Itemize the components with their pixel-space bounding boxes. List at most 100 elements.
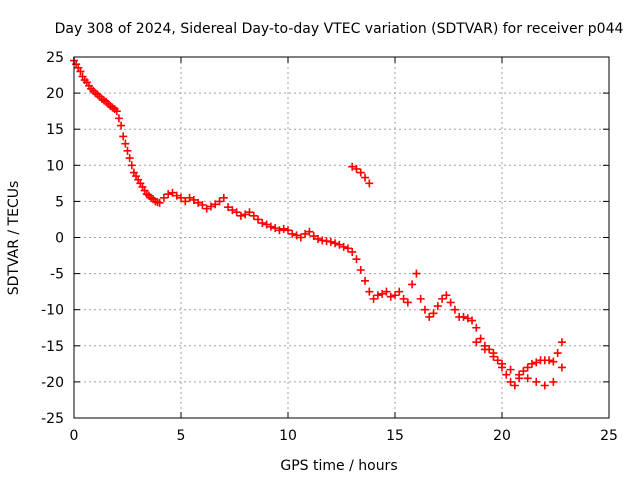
data-point bbox=[476, 334, 485, 343]
data-point bbox=[557, 338, 566, 347]
data-point bbox=[502, 370, 511, 379]
data-point bbox=[356, 168, 365, 177]
y-tick-label: -10 bbox=[41, 303, 64, 319]
data-point bbox=[292, 231, 301, 240]
data-point bbox=[335, 240, 344, 249]
data-point bbox=[215, 197, 224, 206]
data-point bbox=[249, 211, 258, 220]
data-point bbox=[343, 244, 352, 253]
data-point bbox=[468, 316, 477, 325]
axis-layer: 0 5 10 15 20 25 -25 -20 -15 -10 -5 0 5 10 15 20 25 bbox=[41, 50, 618, 444]
data-point bbox=[361, 276, 370, 285]
y-axis-label: SDTVAR / TECUs bbox=[6, 181, 22, 296]
data-point bbox=[442, 291, 451, 300]
data-point bbox=[125, 154, 134, 163]
x-axis-label: GPS time / hours bbox=[280, 458, 397, 474]
data-point bbox=[198, 201, 207, 210]
data-point bbox=[119, 132, 128, 141]
data-point bbox=[121, 139, 130, 148]
y-tick-label: 10 bbox=[46, 158, 64, 174]
data-point bbox=[450, 305, 459, 314]
data-point bbox=[391, 291, 399, 300]
data-point bbox=[185, 193, 194, 202]
data-point bbox=[425, 312, 434, 321]
data-point bbox=[463, 314, 472, 323]
data-point bbox=[356, 265, 365, 274]
data-point bbox=[177, 193, 185, 202]
data-point bbox=[532, 377, 541, 386]
y-tick-label: 15 bbox=[46, 122, 64, 138]
data-point bbox=[472, 323, 481, 332]
data-point bbox=[420, 305, 429, 314]
data-point bbox=[275, 226, 284, 235]
data-point bbox=[382, 287, 391, 296]
data-point bbox=[348, 247, 357, 256]
data-point bbox=[498, 359, 506, 368]
data-point bbox=[76, 67, 85, 76]
data-point bbox=[549, 357, 558, 366]
x-tick-label: 0 bbox=[70, 428, 79, 444]
series-3 bbox=[348, 162, 374, 188]
data-point bbox=[236, 211, 245, 220]
data-point bbox=[399, 294, 408, 303]
x-tick-label: 10 bbox=[279, 428, 297, 444]
data-point bbox=[438, 294, 447, 303]
data-point bbox=[114, 114, 123, 123]
data-point bbox=[506, 377, 515, 386]
data-point bbox=[532, 358, 541, 367]
data-point bbox=[489, 352, 498, 361]
data-point bbox=[194, 198, 203, 207]
data-point bbox=[339, 242, 348, 251]
data-point bbox=[112, 107, 121, 116]
data-point bbox=[309, 232, 318, 241]
data-point bbox=[296, 233, 305, 242]
data-point bbox=[258, 219, 267, 228]
data-point bbox=[352, 255, 361, 264]
data-point bbox=[459, 312, 468, 321]
series-2 bbox=[472, 338, 566, 390]
data-point bbox=[540, 381, 549, 390]
data-point bbox=[472, 338, 481, 347]
data-point bbox=[284, 226, 292, 235]
data-point bbox=[429, 309, 438, 318]
data-point bbox=[395, 287, 404, 296]
data-point bbox=[271, 224, 280, 233]
data-point bbox=[219, 193, 228, 202]
data-point bbox=[228, 206, 237, 215]
x-tick-label: 5 bbox=[177, 428, 186, 444]
data-point bbox=[262, 220, 271, 229]
data-point bbox=[352, 164, 361, 173]
data-point bbox=[527, 359, 536, 368]
data-point bbox=[408, 280, 417, 289]
data-point bbox=[313, 234, 322, 243]
data-point bbox=[211, 200, 220, 209]
data-point bbox=[369, 294, 378, 303]
data-point bbox=[123, 146, 132, 155]
data-point bbox=[523, 374, 532, 383]
data-point bbox=[245, 208, 254, 217]
data-point bbox=[159, 193, 168, 202]
data-point bbox=[331, 239, 340, 248]
data-point bbox=[301, 229, 310, 238]
data-point bbox=[172, 191, 181, 200]
series-1 bbox=[70, 56, 566, 390]
y-tick-label: -25 bbox=[41, 411, 64, 427]
data-point bbox=[164, 190, 173, 199]
data-point bbox=[545, 356, 554, 365]
data-point bbox=[480, 345, 489, 354]
data-point bbox=[326, 237, 335, 246]
data-point bbox=[206, 202, 215, 211]
data-point bbox=[348, 162, 357, 171]
x-tick-label: 15 bbox=[386, 428, 404, 444]
x-tick-label: 25 bbox=[600, 428, 618, 444]
y-tick-label: -20 bbox=[41, 375, 64, 391]
data-point bbox=[155, 198, 164, 207]
data-point bbox=[412, 269, 421, 278]
data-point bbox=[378, 289, 387, 298]
data-point bbox=[373, 291, 382, 300]
data-point bbox=[288, 229, 297, 238]
data-point bbox=[510, 381, 519, 390]
data-point bbox=[433, 302, 442, 311]
data-point bbox=[181, 197, 190, 206]
